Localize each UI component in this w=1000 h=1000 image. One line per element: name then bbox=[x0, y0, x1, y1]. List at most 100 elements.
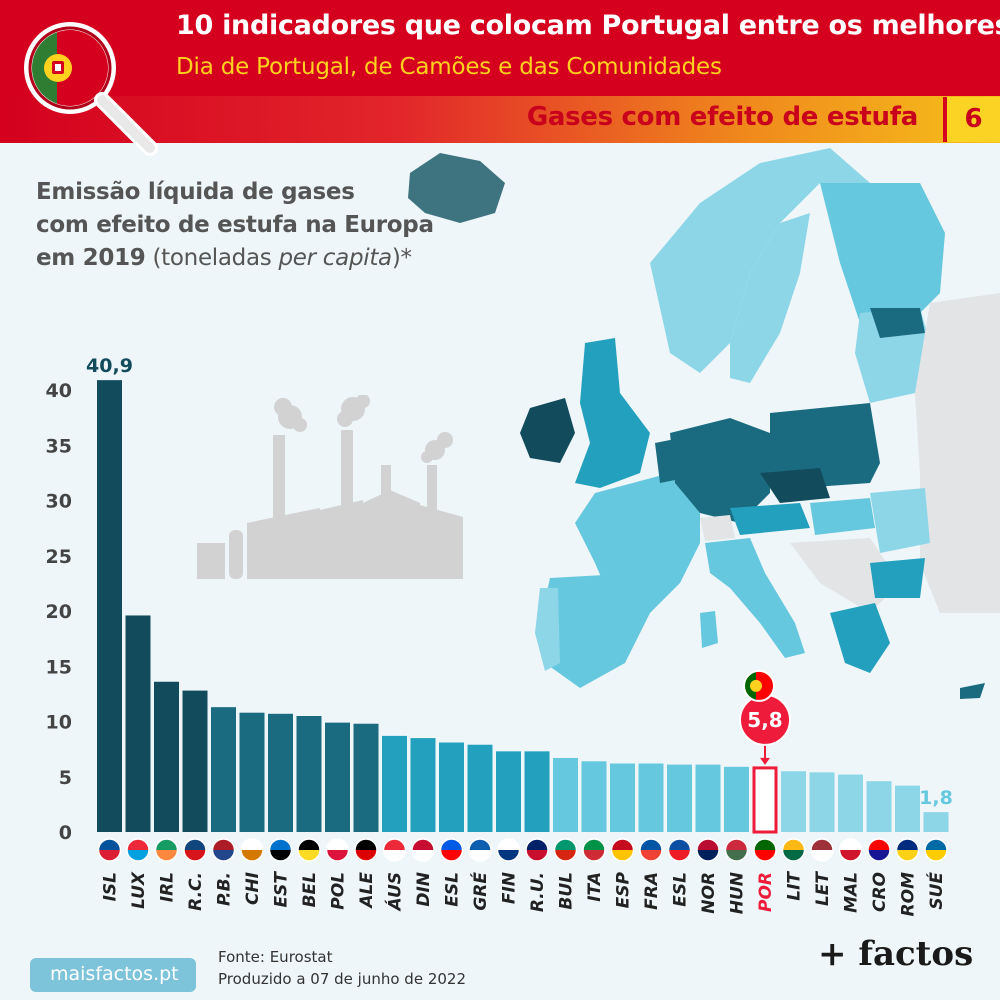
x-tick-label: CHI bbox=[243, 872, 263, 905]
map-balkans bbox=[790, 538, 900, 613]
x-tick-label: LET bbox=[813, 871, 833, 906]
source-text: Fonte: Eurostat bbox=[218, 948, 333, 966]
section-title: Gases com efeito de estufa bbox=[526, 102, 918, 132]
y-tick-label: 10 bbox=[46, 712, 72, 734]
magnifier-portugal-icon bbox=[24, 22, 158, 156]
bar-bul bbox=[553, 757, 578, 832]
produced-date: Produzido a 07 de junho de 2022 bbox=[218, 970, 466, 988]
bar-nor bbox=[695, 764, 721, 832]
x-tick-label: CRO bbox=[870, 872, 890, 912]
bar-chi bbox=[239, 712, 265, 832]
bar-chart: 0 5 10 15 20 25 30 35 40 ISL 40,9 LUX IRL R.C. P.B. CHI… bbox=[46, 355, 953, 916]
chart-title: Emissão líquida de gases com efeito de e… bbox=[36, 176, 434, 275]
bar-áus bbox=[382, 735, 407, 832]
iceland-flag-icon bbox=[97, 838, 122, 862]
map-benelux bbox=[655, 438, 685, 483]
belgium-flag-icon bbox=[297, 838, 321, 862]
romania-flag-icon bbox=[895, 838, 920, 862]
x-tick-label: BEL bbox=[300, 872, 320, 907]
bar-lit bbox=[781, 771, 806, 832]
x-tick-label: ESP bbox=[614, 871, 634, 908]
map-poland bbox=[770, 403, 880, 488]
map-norway bbox=[650, 148, 870, 373]
value-label: 1,8 bbox=[919, 787, 953, 809]
italy-flag-icon bbox=[582, 838, 606, 862]
norway-flag-icon bbox=[696, 838, 720, 862]
y-tick-label: 5 bbox=[59, 767, 72, 789]
site-badge[interactable]: maisfactos.pt bbox=[30, 958, 196, 992]
bar-esp bbox=[610, 763, 635, 832]
slovenia-flag-icon bbox=[439, 838, 464, 862]
y-tick-label: 25 bbox=[46, 546, 72, 568]
y-tick-label: 30 bbox=[46, 491, 72, 513]
bar-sué bbox=[923, 812, 949, 832]
bar-ita bbox=[581, 761, 607, 832]
lithuania-flag-icon bbox=[781, 838, 806, 862]
y-tick-label: 35 bbox=[46, 435, 72, 457]
bar-p.b. bbox=[211, 707, 236, 832]
highlight-callout: 5,8 bbox=[739, 669, 791, 765]
page-title: 10 indicadores que colocam Portugal entr… bbox=[176, 10, 1000, 41]
x-tick-label: R.C. bbox=[186, 872, 206, 911]
bulgaria-flag-icon bbox=[553, 838, 578, 862]
bar-irl bbox=[154, 681, 179, 832]
sweden-flag-icon bbox=[924, 838, 948, 862]
map-portugal bbox=[535, 588, 560, 671]
bar-esl bbox=[667, 764, 692, 832]
bar-por bbox=[752, 766, 778, 834]
brand-logo: + factos bbox=[818, 934, 974, 974]
bar-lux bbox=[125, 615, 151, 832]
site-link[interactable]: maisfactos.pt bbox=[50, 963, 179, 985]
bar-isl bbox=[97, 380, 122, 832]
luxembourg-flag-icon bbox=[126, 838, 150, 862]
x-tick-label: GRÉ bbox=[469, 872, 491, 911]
map-ireland bbox=[520, 398, 575, 463]
x-tick-label: R.U. bbox=[528, 872, 548, 912]
bar-pol bbox=[325, 722, 350, 832]
hungary-flag-icon bbox=[724, 838, 749, 862]
map-east bbox=[915, 293, 1000, 613]
malta-flag-icon bbox=[838, 838, 863, 862]
bar-rom bbox=[895, 785, 920, 832]
denmark-flag-icon bbox=[411, 838, 435, 862]
map-greece bbox=[830, 603, 890, 673]
portugal-flag-icon bbox=[753, 838, 777, 862]
map-finland bbox=[820, 183, 945, 323]
poland-flag-icon bbox=[325, 838, 350, 862]
bar-fra bbox=[638, 763, 664, 832]
bar-esl bbox=[439, 742, 464, 832]
bar-r.c. bbox=[182, 690, 208, 832]
germany-flag-icon bbox=[354, 838, 378, 862]
map-uk bbox=[575, 338, 650, 488]
greece-flag-icon bbox=[468, 838, 492, 862]
bar-cro bbox=[866, 781, 892, 832]
factory-illustration bbox=[197, 395, 463, 579]
x-tick-label: ÁUS bbox=[384, 872, 406, 912]
y-tick-label: 40 bbox=[46, 380, 72, 402]
bar-r.u. bbox=[524, 751, 550, 832]
x-tick-label: DIN bbox=[414, 872, 434, 907]
map-romania bbox=[870, 488, 930, 553]
x-tick-label: SUÉ bbox=[925, 872, 947, 910]
map-switzerland bbox=[700, 515, 735, 541]
x-tick-label: NOR bbox=[699, 872, 719, 914]
map-czechia bbox=[760, 468, 830, 503]
map-bulgaria bbox=[870, 558, 925, 598]
x-tick-label: FRA bbox=[642, 872, 662, 910]
x-tick-label: LUX bbox=[129, 871, 149, 909]
slovakia-flag-icon bbox=[667, 838, 692, 862]
chart-title-line1: Emissão líquida de gases bbox=[36, 179, 355, 205]
bar-gré bbox=[467, 744, 493, 832]
value-label: 40,9 bbox=[86, 355, 133, 377]
x-tick-label: BUL bbox=[557, 872, 577, 910]
y-tick-label: 0 bbox=[59, 822, 72, 844]
x-tick-label: HUN bbox=[728, 872, 748, 914]
europe-map-illustration bbox=[408, 148, 1000, 699]
estonia-flag-icon bbox=[268, 838, 293, 862]
x-tick-label: EST bbox=[272, 871, 292, 908]
netherlands-flag-icon bbox=[211, 838, 236, 862]
x-tick-label: ALE bbox=[357, 872, 377, 910]
map-cyprus bbox=[960, 683, 985, 699]
page-subtitle: Dia de Portugal, de Camões e das Comunid… bbox=[176, 54, 722, 80]
spain-flag-icon bbox=[610, 838, 635, 862]
